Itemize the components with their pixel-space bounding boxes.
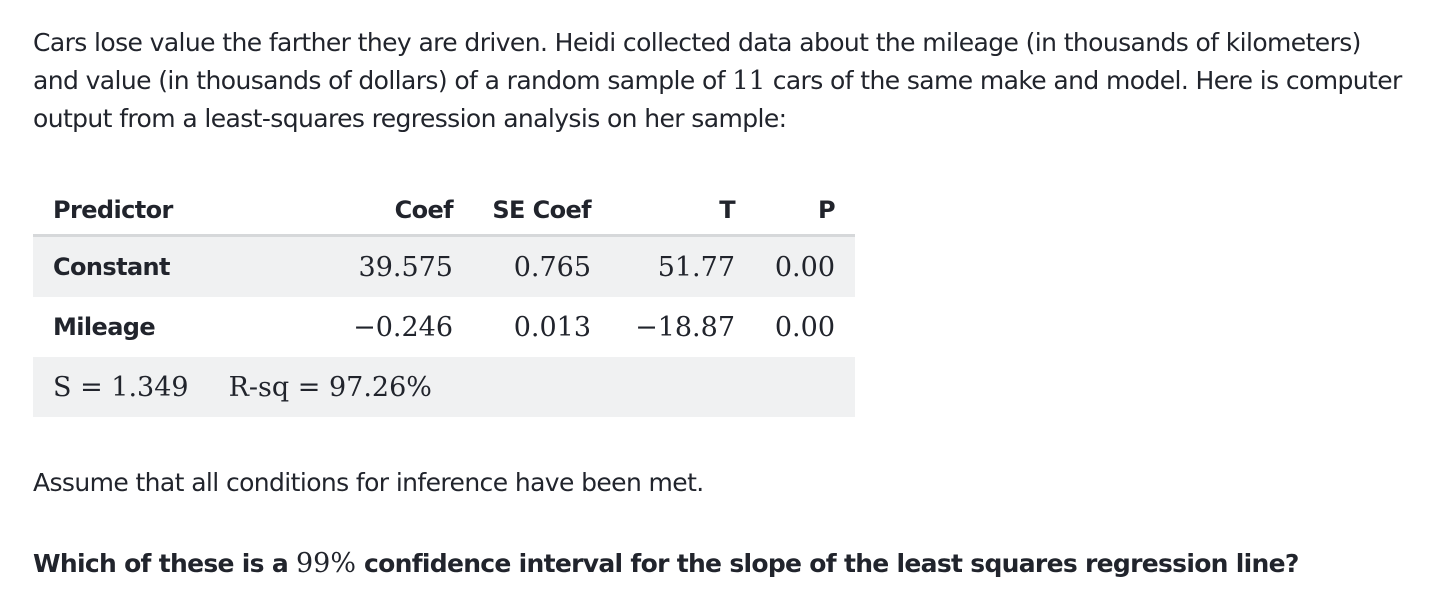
cell-t: 51.77 [591,235,735,297]
header-p: P [735,186,855,237]
header-se-coef: SE Coef [453,186,592,237]
cell-coef: −0.246 [353,311,453,343]
intro-text-part2: cars of the same make and model. Here is… [33,66,1402,133]
table-row-stats: S = 1.349 R-sq = 97.26% [33,357,855,417]
header-coef: Coef [233,186,454,237]
question-part2: confidence interval for the slope of the… [356,549,1299,578]
assumption-text: Assume that all conditions for inference… [33,468,704,497]
cell-se-coef: 0.013 [513,311,591,343]
header-t: T [591,186,736,237]
cell-predictor: Constant [33,235,233,297]
regression-output-table: Predictor Coef SE Coef T P Constant 39.5… [33,186,855,417]
stat-s: S = 1.349 [53,371,189,403]
table-row-mileage: Mileage −0.246 0.013 −18.87 0.00 [33,297,855,357]
cell-predictor: Mileage [53,313,156,341]
header-predictor: Predictor [33,186,233,237]
intro-text-part1: Cars lose value the farther they are dri… [33,28,1361,95]
problem-intro: Cars lose value the farther they are dri… [33,24,1413,138]
stat-rsq: R-sq = 97.26% [228,371,432,403]
cell-model-stats: S = 1.349 R-sq = 97.26% [33,357,855,417]
table-header-row: Predictor Coef SE Coef T P [33,186,855,237]
cell-p: 0.00 [735,235,855,297]
table-row-constant: Constant 39.575 0.765 51.77 0.00 [33,235,855,297]
cell-t: −18.87 [635,311,735,343]
cell-se-coef: 0.765 [453,235,591,297]
confidence-level: 99% [296,548,357,579]
cell-p: 0.00 [774,311,835,343]
sample-size: 11 [732,66,766,96]
cell-coef: 39.575 [233,235,453,297]
question-text: Which of these is a 99% confidence inter… [33,546,1299,582]
question-part1: Which of these is a [33,549,296,578]
